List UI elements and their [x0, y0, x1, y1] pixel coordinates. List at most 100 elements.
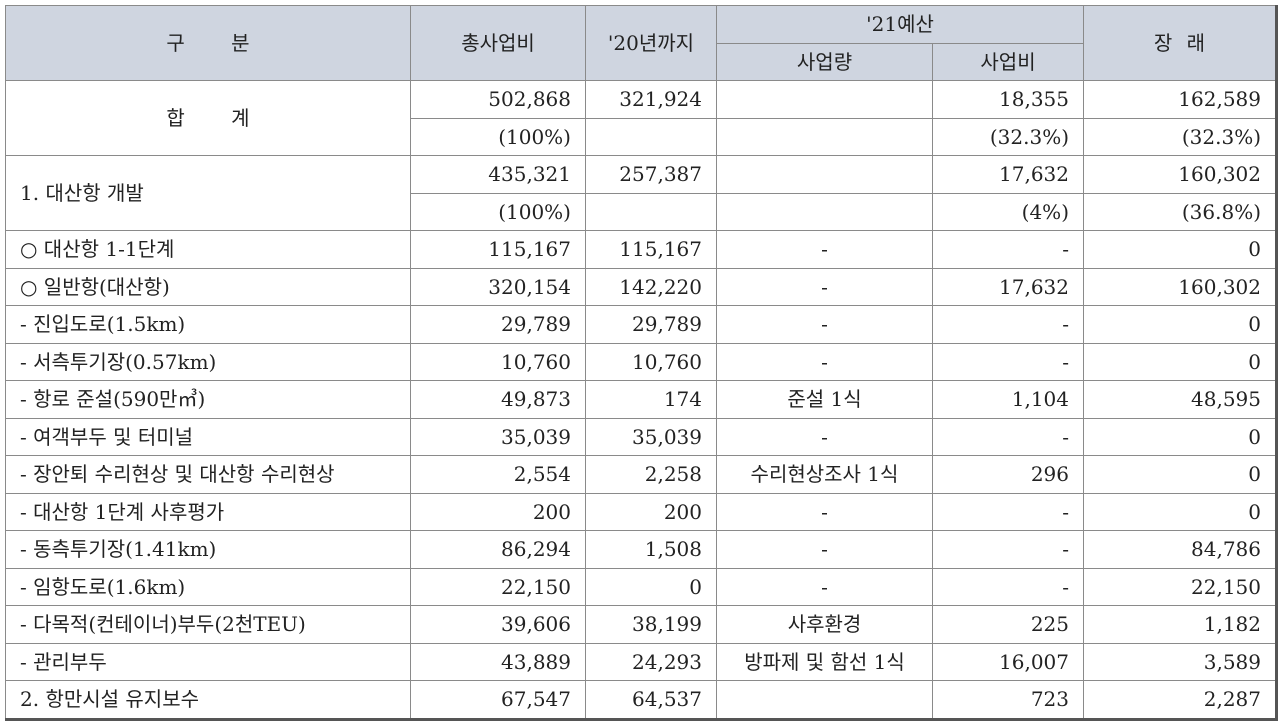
- row-future: 48,595: [1083, 380, 1277, 419]
- row-label: - 여객부두 및 터미널: [5, 417, 411, 456]
- section1-total-cost: 435,321: [410, 155, 586, 194]
- section1-volume-pct: [716, 192, 933, 231]
- row-until-2020: 1,508: [585, 530, 717, 569]
- total-label: 합 계: [5, 80, 411, 156]
- table-row: - 서측투기장(0.57km) 10,760 10,760 - - 0: [5, 342, 1277, 381]
- table-row: - 진입도로(1.5km) 29,789 29,789 - - 0: [5, 305, 1277, 344]
- row-future: 22,150: [1083, 567, 1277, 606]
- row-label: ○ 대산항 1-1단계: [5, 230, 411, 269]
- section1-label: 1. 대산항 개발: [5, 155, 411, 231]
- row-total-cost: 86,294: [410, 530, 586, 569]
- budget-table: 구 분 총사업비 '20년까지 '21예산 장 래 사업량 사업비 합 계 50…: [5, 5, 1278, 721]
- total-volume-pct: [716, 117, 933, 156]
- row-volume: -: [716, 305, 933, 344]
- row-label: - 서측투기장(0.57km): [5, 342, 411, 381]
- table-row: ○ 일반항(대산항) 320,154 142,220 - 17,632 160,…: [5, 267, 1277, 306]
- section2-row: 2. 항만시설 유지보수 67,547 64,537 723 2,287: [5, 680, 1277, 720]
- row-cost: 1,104: [932, 380, 1084, 419]
- total-total-cost: 502,868: [410, 80, 586, 119]
- row-volume: -: [716, 567, 933, 606]
- row-cost: 225: [932, 605, 1084, 644]
- row-total-cost: 320,154: [410, 267, 586, 306]
- row-until-2020: 200: [585, 492, 717, 531]
- section2-until-2020: 64,537: [585, 680, 717, 720]
- row-until-2020: 24,293: [585, 642, 717, 681]
- section1-future-pct: (36.8%): [1083, 192, 1277, 231]
- table-row: - 대산항 1단계 사후평가 200 200 - - 0: [5, 492, 1277, 531]
- section1-cost-pct: (4%): [932, 192, 1084, 231]
- row-total-cost: 115,167: [410, 230, 586, 269]
- row-total-cost: 2,554: [410, 455, 586, 494]
- total-until-2020: 321,924: [585, 80, 717, 119]
- row-label: - 다목적(컨테이너)부두(2천TEU): [5, 605, 411, 644]
- table-row: - 다목적(컨테이너)부두(2천TEU) 39,606 38,199 사후환경 …: [5, 605, 1277, 644]
- header-until-2020: '20년까지: [585, 5, 717, 81]
- row-volume: -: [716, 230, 933, 269]
- section1-future: 160,302: [1083, 155, 1277, 194]
- total-total-cost-pct: (100%): [410, 117, 586, 156]
- row-future: 160,302: [1083, 267, 1277, 306]
- row-volume: 사후환경: [716, 605, 933, 644]
- row-until-2020: 35,039: [585, 417, 717, 456]
- section1-cost: 17,632: [932, 155, 1084, 194]
- header-category: 구 분: [5, 5, 411, 81]
- total-cost: 18,355: [932, 80, 1084, 119]
- row-until-2020: 174: [585, 380, 717, 419]
- row-volume: 준설 1식: [716, 380, 933, 419]
- row-cost: -: [932, 567, 1084, 606]
- row-until-2020: 0: [585, 567, 717, 606]
- row-volume: -: [716, 492, 933, 531]
- row-volume: -: [716, 342, 933, 381]
- row-total-cost: 22,150: [410, 567, 586, 606]
- row-cost: 17,632: [932, 267, 1084, 306]
- section1-until-2020: 257,387: [585, 155, 717, 194]
- row-cost: -: [932, 417, 1084, 456]
- row-label: - 관리부두: [5, 642, 411, 681]
- header-total-cost: 총사업비: [410, 5, 586, 81]
- total-row: 합 계 502,868 321,924 18,355 162,589: [5, 80, 1277, 156]
- table-row: - 장안퇴 수리현상 및 대산항 수리현상 2,554 2,258 수리현상조사…: [5, 455, 1277, 494]
- total-pct-row: (100%) (32.3%) (32.3%): [6, 117, 1277, 156]
- row-future: 3,589: [1083, 642, 1277, 681]
- row-future: 0: [1083, 305, 1277, 344]
- header-row-1: 구 분 총사업비 '20년까지 '21예산 장 래: [5, 5, 1277, 81]
- row-until-2020: 142,220: [585, 267, 717, 306]
- row-until-2020: 2,258: [585, 455, 717, 494]
- row-total-cost: 39,606: [410, 605, 586, 644]
- row-volume: -: [716, 267, 933, 306]
- row-until-2020: 10,760: [585, 342, 717, 381]
- section1-volume: [716, 155, 933, 194]
- row-future: 0: [1083, 417, 1277, 456]
- row-label: - 진입도로(1.5km): [5, 305, 411, 344]
- row-total-cost: 49,873: [410, 380, 586, 419]
- row-volume: 수리현상조사 1식: [716, 455, 933, 494]
- header-row-2: 사업량 사업비: [6, 42, 1277, 81]
- total-cost-pct: (32.3%): [932, 117, 1084, 156]
- table-row: - 항로 준설(590만㎥) 49,873 174 준설 1식 1,104 48…: [5, 380, 1277, 419]
- row-cost: 296: [932, 455, 1084, 494]
- header-future: 장 래: [1083, 5, 1277, 81]
- table-row: - 여객부두 및 터미널 35,039 35,039 - - 0: [5, 417, 1277, 456]
- row-future: 0: [1083, 342, 1277, 381]
- row-volume: -: [716, 530, 933, 569]
- row-future: 0: [1083, 230, 1277, 269]
- total-future-pct: (32.3%): [1083, 117, 1277, 156]
- section2-total-cost: 67,547: [410, 680, 586, 720]
- table-row: - 관리부두 43,889 24,293 방파제 및 함선 1식 16,007 …: [5, 642, 1277, 681]
- row-total-cost: 200: [410, 492, 586, 531]
- row-cost: -: [932, 305, 1084, 344]
- header-cost: 사업비: [932, 42, 1084, 81]
- row-future: 84,786: [1083, 530, 1277, 569]
- row-volume: -: [716, 417, 933, 456]
- row-until-2020: 115,167: [585, 230, 717, 269]
- section1-total-cost-pct: (100%): [410, 192, 586, 231]
- row-label: - 장안퇴 수리현상 및 대산항 수리현상: [5, 455, 411, 494]
- header-budget-2021: '21예산: [716, 5, 1084, 44]
- row-cost: 16,007: [932, 642, 1084, 681]
- row-cost: -: [932, 492, 1084, 531]
- section2-volume: [716, 680, 933, 720]
- row-future: 0: [1083, 492, 1277, 531]
- header-volume: 사업량: [716, 42, 933, 81]
- row-label: - 동측투기장(1.41km): [5, 530, 411, 569]
- row-total-cost: 43,889: [410, 642, 586, 681]
